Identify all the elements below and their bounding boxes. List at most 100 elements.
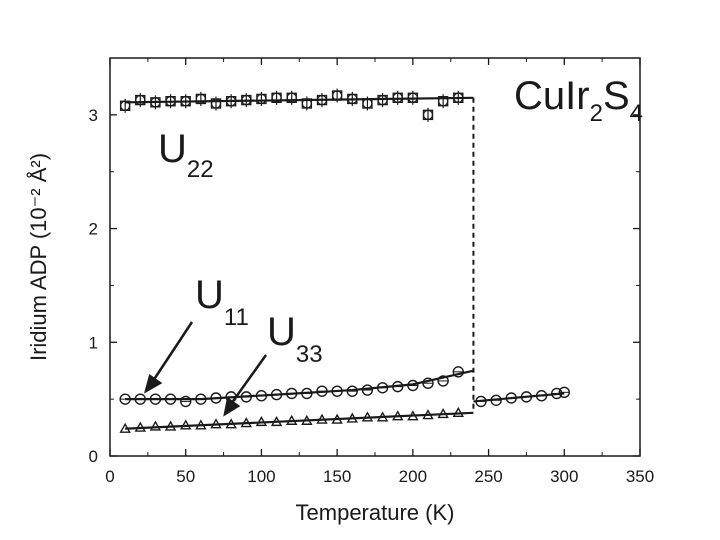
data-point-u33	[376, 411, 389, 422]
point-triangle	[210, 418, 222, 429]
point-circle	[331, 385, 343, 397]
data-point-u33	[195, 419, 207, 430]
x-tick-label: 50	[176, 467, 195, 486]
data-point-u11	[535, 390, 548, 402]
point-circle	[180, 395, 192, 408]
point-triangle	[346, 412, 358, 423]
point-circle	[347, 93, 358, 105]
compound-label: CuIr2S4	[514, 74, 643, 127]
data-point-u11	[437, 375, 449, 387]
data-point-u33	[164, 420, 177, 431]
point-circle	[551, 387, 563, 400]
y-tick-label: 1	[89, 333, 98, 352]
point-circle	[392, 92, 403, 103]
data-point-u11	[520, 391, 533, 403]
point-circle	[505, 392, 517, 404]
point-circle	[226, 96, 237, 107]
data-point-u11	[505, 392, 517, 404]
data-point-u22	[165, 94, 176, 109]
data-point-u11	[134, 393, 146, 405]
data-point-u22	[150, 95, 161, 110]
point-circle	[271, 92, 282, 103]
data-point-u22	[437, 94, 449, 109]
y-axis-title: Iridium ADP (10⁻² Å²)	[26, 153, 51, 361]
data-point-u11	[361, 384, 374, 396]
point-circle	[119, 393, 131, 405]
point-circle	[407, 379, 419, 392]
point-triangle	[437, 407, 449, 419]
point-circle	[165, 96, 176, 107]
data-point-u33	[119, 422, 131, 433]
data-point-u11	[316, 385, 328, 397]
point-circle	[240, 391, 252, 403]
data-point-u22	[362, 96, 373, 111]
data-point-u22	[135, 93, 146, 108]
point-triangle	[119, 422, 131, 433]
point-circle	[346, 385, 358, 397]
y-tick-label: 3	[89, 106, 98, 125]
annotation-u22: U22	[158, 127, 214, 183]
data-point-u11	[376, 382, 389, 394]
point-circle	[535, 390, 548, 402]
point-circle	[392, 380, 404, 393]
data-point-u33	[210, 418, 222, 429]
point-circle	[422, 377, 434, 389]
y-tick-label: 0	[89, 447, 98, 466]
data-point-u33	[437, 407, 449, 419]
point-circle	[520, 391, 533, 403]
point-circle	[135, 94, 146, 106]
data-point-u22	[316, 93, 328, 108]
arrow-u33	[223, 354, 268, 417]
point-circle	[134, 393, 146, 405]
point-circle	[195, 93, 206, 105]
x-tick-label: 150	[323, 467, 351, 486]
data-point-u22	[225, 94, 237, 109]
data-point-u33	[316, 413, 328, 424]
data-point-u22	[331, 88, 343, 103]
data-point-u11	[392, 380, 404, 393]
data-point-u33	[392, 410, 404, 421]
point-triangle	[392, 410, 404, 421]
point-triangle	[316, 413, 328, 424]
data-point-u22	[119, 98, 131, 113]
data-point-u33	[270, 415, 283, 427]
x-tick-label: 0	[105, 467, 114, 486]
point-triangle	[361, 411, 374, 422]
point-triangle	[407, 410, 419, 421]
data-point-u33	[331, 413, 343, 424]
x-tick-label: 100	[247, 467, 275, 486]
point-circle	[316, 385, 328, 397]
data-point-u22	[453, 90, 464, 105]
point-circle	[362, 98, 373, 109]
point-triangle	[164, 420, 177, 431]
point-circle	[286, 92, 297, 103]
data-point-u33	[225, 418, 237, 429]
data-point-u33	[452, 406, 464, 417]
point-triangle	[134, 421, 146, 432]
data-point-u11	[452, 366, 464, 378]
data-point-u33	[286, 414, 298, 425]
point-triangle	[286, 414, 298, 425]
data-point-u11	[301, 387, 313, 400]
point-circle	[164, 393, 177, 405]
x-axis-title: Temperature (K)	[296, 500, 455, 525]
point-circle	[149, 393, 162, 405]
point-triangle	[422, 409, 434, 420]
point-circle	[490, 394, 502, 406]
point-triangle	[240, 417, 252, 428]
point-triangle	[376, 411, 389, 422]
point-triangle	[452, 406, 464, 417]
data-point-u33	[346, 412, 358, 423]
data-point-u22	[195, 91, 207, 106]
data-point-u11	[180, 395, 192, 408]
point-triangle	[270, 415, 283, 427]
data-point-u11	[558, 386, 570, 399]
point-circle	[270, 388, 283, 401]
data-point-u11	[490, 394, 502, 406]
data-point-u11	[331, 385, 343, 397]
data-point-u33	[134, 421, 146, 432]
point-triangle	[225, 418, 237, 429]
data-point-u11	[346, 385, 358, 397]
data-point-u33	[422, 409, 434, 420]
